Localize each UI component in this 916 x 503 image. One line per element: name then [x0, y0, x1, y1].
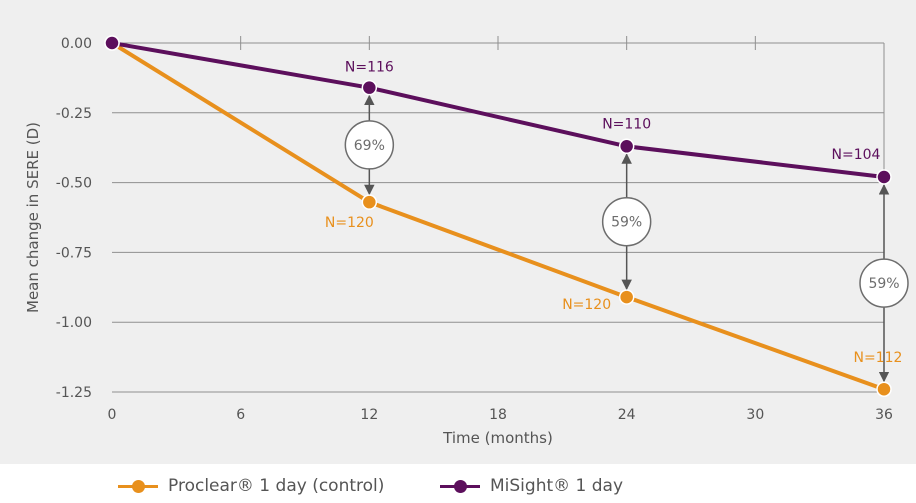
difference-label-0: 69% — [354, 138, 385, 154]
series-0-point-label-3: N=112 — [854, 350, 903, 366]
legend-dot-misight — [454, 480, 467, 493]
line-chart: 0.00 -0.25 -0.50 -0.75 -1.00 -1.25 0 6 12 18 24 30 3… — [24, 35, 909, 447]
series-0-point-1 — [361, 194, 378, 210]
series-1-point-2 — [618, 138, 635, 155]
legend-label-proclear: Proclear® 1 day (control) — [168, 476, 385, 496]
difference-circle-2 — [859, 258, 909, 308]
x-tick-label-5: 30 — [746, 407, 764, 423]
y-tick-label-4: -1.00 — [56, 315, 92, 331]
legend-item-misight: MiSight® 1 day — [440, 476, 623, 496]
legend-label-misight: MiSight® 1 day — [490, 476, 624, 496]
series-0-point-label-2: N=120 — [562, 297, 611, 313]
y-axis-title: Mean change in SERE (D) — [24, 122, 42, 313]
series-line-0 — [110, 41, 886, 392]
legend-swatch-misight — [440, 476, 480, 496]
x-tick-label-0: 0 — [108, 407, 117, 423]
series-line-1 — [110, 41, 886, 180]
series-0-point-2 — [618, 289, 635, 305]
difference-circle-0 — [344, 120, 395, 170]
x-tick-label-2: 12 — [360, 407, 378, 423]
y-tick-label-3: -0.75 — [56, 245, 92, 261]
series-1-point-label-3: N=104 — [832, 147, 881, 163]
chart-panel: 0.00 -0.25 -0.50 -0.75 -1.00 -1.25 0 6 12 18 24 30 3… — [0, 0, 916, 464]
x-tick-label-4: 24 — [618, 407, 636, 423]
y-tick-label-1: -0.25 — [56, 106, 92, 122]
series-1-point-label-1: N=116 — [345, 60, 394, 76]
x-tick-label-1: 6 — [236, 407, 245, 423]
x-tick-label-3: 18 — [489, 407, 507, 423]
series-1-point-3 — [876, 169, 892, 185]
difference-label-2: 59% — [868, 276, 899, 292]
series-1-point-1 — [361, 79, 378, 96]
difference-label-1: 59% — [611, 215, 642, 231]
series-0-point-label-1: N=120 — [325, 215, 374, 231]
legend: Proclear® 1 day (control) MiSight® 1 day — [0, 470, 916, 503]
y-tick-label-2: -0.50 — [56, 176, 92, 192]
y-tick-label-0: 0.00 — [61, 36, 92, 52]
series-1-point-0 — [104, 35, 120, 51]
difference-circle-1 — [601, 196, 652, 247]
x-axis-title: Time (months) — [442, 429, 553, 447]
series-1-point-label-2: N=110 — [602, 116, 651, 132]
legend-swatch-proclear — [118, 476, 158, 496]
x-tick-label-6: 36 — [875, 407, 893, 423]
legend-dot-proclear — [132, 480, 145, 493]
legend-item-proclear: Proclear® 1 day (control) — [118, 476, 384, 496]
series-0-point-3 — [876, 381, 892, 397]
y-tick-label-5: -1.25 — [56, 385, 92, 401]
